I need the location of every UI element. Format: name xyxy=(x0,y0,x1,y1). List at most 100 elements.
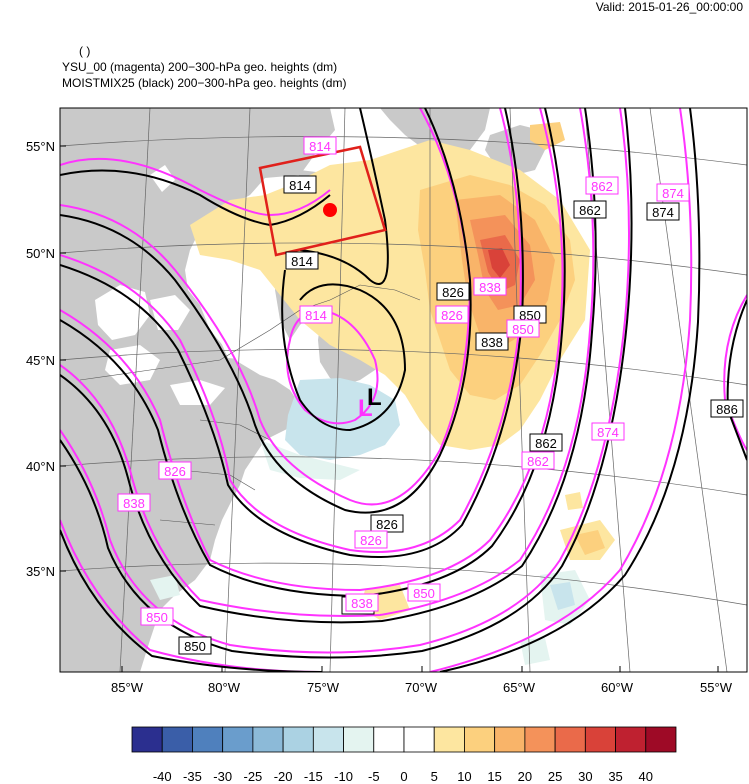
svg-text:862: 862 xyxy=(579,203,601,218)
legend-magenta-line: YSU_00 (magenta) 200−300-hPa geo. height… xyxy=(62,60,338,74)
svg-text:814: 814 xyxy=(289,178,311,193)
black-contour-label: 826 xyxy=(436,282,470,301)
black-contour-label: 862 xyxy=(529,433,563,452)
svg-text:850: 850 xyxy=(146,610,168,625)
colorbar-cell xyxy=(433,726,465,753)
black-contour-label: 826 xyxy=(370,514,404,533)
svg-text:850: 850 xyxy=(413,586,435,601)
lon-label-70w: 70°W xyxy=(405,680,438,695)
colorbar-tick-label: -30 xyxy=(213,769,232,784)
plot-frame xyxy=(59,107,748,673)
colorbar-cell xyxy=(252,726,284,753)
colorbar-cell xyxy=(464,726,496,753)
svg-text:850: 850 xyxy=(512,322,534,337)
colorbar-cell xyxy=(161,726,193,753)
colorbar-tick-label: 15 xyxy=(487,769,501,784)
svg-text:838: 838 xyxy=(481,335,503,350)
magenta-contour-label: 838 xyxy=(473,277,507,296)
svg-text:874: 874 xyxy=(652,205,674,220)
axis-ticks xyxy=(60,145,719,672)
magenta-contour-label: 826 xyxy=(435,305,469,324)
low-marker-magenta: L xyxy=(358,395,373,422)
lat-label-40: 40°N xyxy=(26,459,55,474)
svg-text:862: 862 xyxy=(535,436,557,451)
lon-label-85w: 85°W xyxy=(111,680,144,695)
svg-text:838: 838 xyxy=(351,596,373,611)
black-contour-label: 838 xyxy=(475,332,509,351)
latlon-grid xyxy=(60,108,747,672)
svg-text:874: 874 xyxy=(662,186,684,201)
svg-text:838: 838 xyxy=(123,496,145,511)
svg-text:838: 838 xyxy=(479,280,501,295)
black-contour-label: 850 xyxy=(513,305,547,324)
colorbar-tick-label: 35 xyxy=(608,769,622,784)
black-contour-label: 874 xyxy=(646,202,680,221)
magenta-contour-label: 862 xyxy=(585,176,619,195)
subtitle-parens: ( ) xyxy=(79,44,91,58)
colorbar-tick-label: 25 xyxy=(548,769,562,784)
colorbar-tick-label: -40 xyxy=(153,769,172,784)
colorbar-tick-label: -35 xyxy=(183,769,202,784)
svg-text:850: 850 xyxy=(184,639,206,654)
magenta-contour-label: 874 xyxy=(656,183,690,202)
magenta-contour-label: 850 xyxy=(140,607,174,626)
magenta-contour-label: 814 xyxy=(303,136,337,155)
colorbar-tick-label: -5 xyxy=(368,769,380,784)
svg-text:826: 826 xyxy=(441,308,463,323)
lat-label-45: 45°N xyxy=(26,353,55,368)
colorbar-cell xyxy=(494,726,526,753)
low-marker-black: L xyxy=(367,384,382,411)
legend-black-line: MOISTMIX25 (black) 200−300-hPa geo. heig… xyxy=(62,76,347,90)
lon-label-75w: 75°W xyxy=(307,680,340,695)
colorbar-tick-label: -25 xyxy=(243,769,262,784)
svg-text:826: 826 xyxy=(442,285,464,300)
magenta-contour-label: 826 xyxy=(354,530,388,549)
colorbar-tick-label: 20 xyxy=(518,769,532,784)
svg-text:814: 814 xyxy=(291,254,313,269)
lon-label-80w: 80°W xyxy=(208,680,241,695)
lat-label-55: 55°N xyxy=(26,139,55,154)
svg-text:814: 814 xyxy=(309,139,331,154)
svg-text:826: 826 xyxy=(164,464,186,479)
black-contour-label: 814 xyxy=(283,175,317,194)
black-contour-label: 814 xyxy=(285,251,319,270)
magenta-contour-label: 874 xyxy=(591,422,625,441)
colorbar-cell xyxy=(403,726,435,753)
colorbar-cell xyxy=(645,726,677,753)
lat-label-35: 35°N xyxy=(26,564,55,579)
svg-text:826: 826 xyxy=(360,533,382,548)
magenta-contour-label: 850 xyxy=(407,583,441,602)
colorbar-cell xyxy=(615,726,647,753)
colorbar-cell xyxy=(131,726,163,753)
magenta-contour-label: 826 xyxy=(158,461,192,480)
magenta-contour-label: 862 xyxy=(521,451,555,470)
colorbar-tick-label: 0 xyxy=(400,769,407,784)
black-contour-label: 862 xyxy=(573,200,607,219)
colorbar-cell xyxy=(312,726,344,753)
svg-text:874: 874 xyxy=(597,425,619,440)
colorbar-tick-label: 10 xyxy=(457,769,471,784)
colorbar-cell xyxy=(554,726,586,753)
colorbar-cell xyxy=(373,726,405,753)
colorbar-tick-label: 30 xyxy=(578,769,592,784)
valid-time-label: Valid: 2015-01-26_00:00:00 xyxy=(595,0,743,14)
svg-text:886: 886 xyxy=(716,402,738,417)
magenta-contour-label: 838 xyxy=(345,593,379,612)
colorbar-cell xyxy=(192,726,224,753)
svg-text:850: 850 xyxy=(519,308,541,323)
colorbar-tick-label: -20 xyxy=(274,769,293,784)
colorbar-cell xyxy=(222,726,254,753)
colorbar-cell xyxy=(343,726,375,753)
colorbar-tick-label: -10 xyxy=(334,769,353,784)
magenta-contours xyxy=(60,108,747,672)
lat-label-50: 50°N xyxy=(26,246,55,261)
colorbar-cell xyxy=(584,726,616,753)
colorbar-cell xyxy=(524,726,556,753)
colorbar-tick-label: 40 xyxy=(639,769,653,784)
colorbar xyxy=(131,726,677,753)
lon-label-60w: 60°W xyxy=(601,680,634,695)
magenta-contour-label: 850 xyxy=(506,319,540,338)
svg-text:862: 862 xyxy=(591,179,613,194)
svg-text:862: 862 xyxy=(527,454,549,469)
colorbar-tick-label: 5 xyxy=(431,769,438,784)
